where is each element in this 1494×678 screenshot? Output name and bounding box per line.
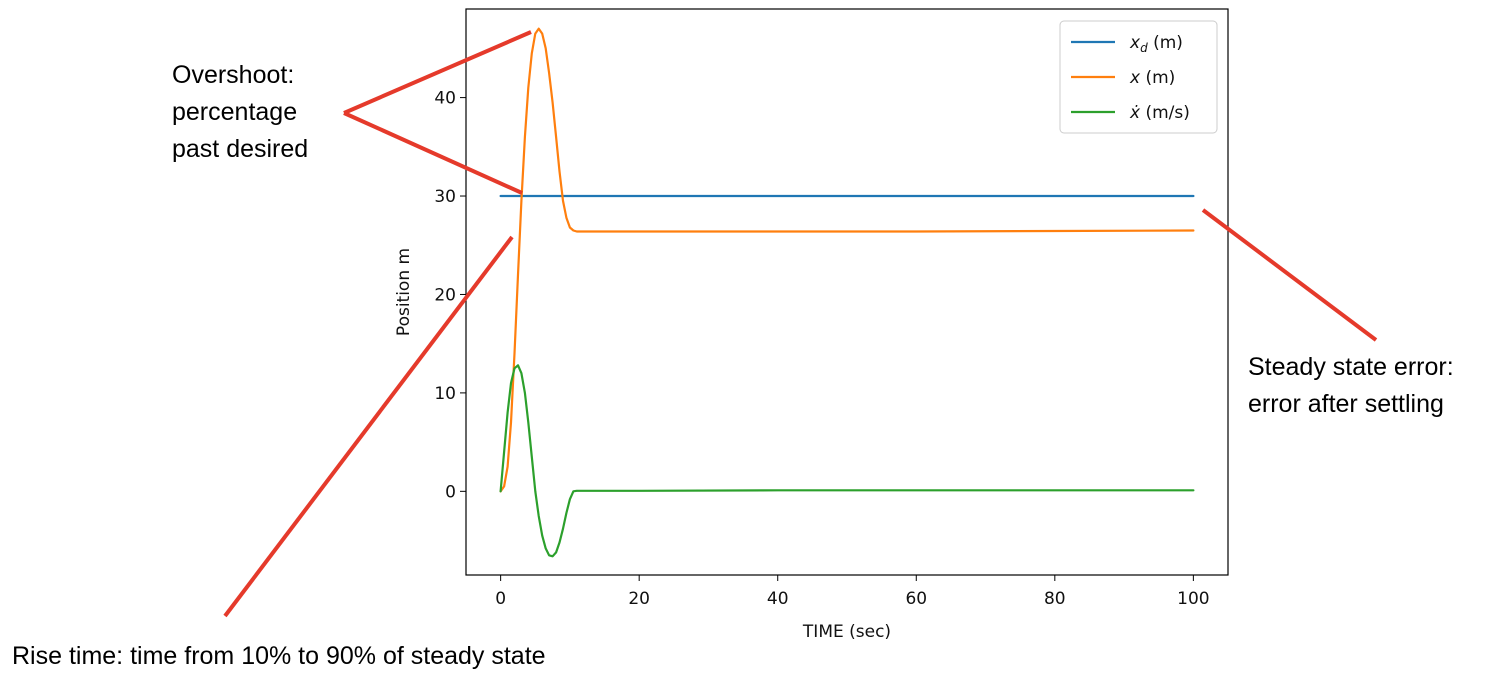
x-axis-ticks: 0 20 40 60 80 100 xyxy=(495,575,1210,609)
y-tick-label: 40 xyxy=(434,89,456,109)
legend-items: xd (m) x (m) ẋ (m/s) xyxy=(1071,33,1190,123)
series-layer xyxy=(499,27,1195,558)
steady-state-annotation: Steady state error: error after settling xyxy=(1248,349,1454,423)
legend-box xyxy=(1059,20,1218,134)
legend-label-0: xd (m) xyxy=(1129,33,1183,55)
x-tick-label: 0 xyxy=(495,589,506,609)
y-axis-ticks: 0 10 20 30 40 xyxy=(434,89,466,502)
overshoot-line-2: percentage xyxy=(172,98,298,126)
overshoot-annotation: Overshoot: percentage past desired xyxy=(172,57,308,168)
y-tick-label: 30 xyxy=(434,187,456,207)
steady-state-line-2: error after settling xyxy=(1248,390,1444,418)
legend: xd (m) x (m) ẋ (m/s) xyxy=(1059,20,1218,134)
series-line-1 xyxy=(499,27,1195,493)
x-tick-label: 80 xyxy=(1044,589,1066,609)
steady-state-title: Steady state error: xyxy=(1248,353,1454,381)
rise-time-text: Rise time: time from 10% to 90% of stead… xyxy=(12,642,546,670)
y-tick-label: 10 xyxy=(434,384,456,404)
series-line-2 xyxy=(499,364,1195,558)
x-tick-label: 20 xyxy=(628,589,650,609)
x-axis-label: TIME (sec) xyxy=(802,622,891,642)
overshoot-line-3: past desired xyxy=(172,135,309,163)
x-tick-label: 100 xyxy=(1177,589,1209,609)
overshoot-title: Overshoot: xyxy=(172,61,295,89)
rise-time-annotation: Rise time: time from 10% to 90% of stead… xyxy=(12,638,546,675)
x-tick-label: 40 xyxy=(767,589,789,609)
overshoot-pointer-line-lower xyxy=(343,111,523,195)
rise-time-pointer-line xyxy=(223,235,514,618)
overshoot-pointer-line-upper xyxy=(343,30,532,115)
y-axis-label: Position m xyxy=(394,248,414,336)
annotation-lines xyxy=(223,30,1378,618)
y-tick-label: 20 xyxy=(434,285,456,305)
legend-label-2: ẋ (m/s) xyxy=(1129,103,1190,123)
x-tick-label: 60 xyxy=(905,589,927,609)
y-tick-label: 0 xyxy=(445,482,456,502)
legend-label-1: x (m) xyxy=(1129,68,1175,88)
steady-state-pointer-line xyxy=(1201,208,1378,342)
